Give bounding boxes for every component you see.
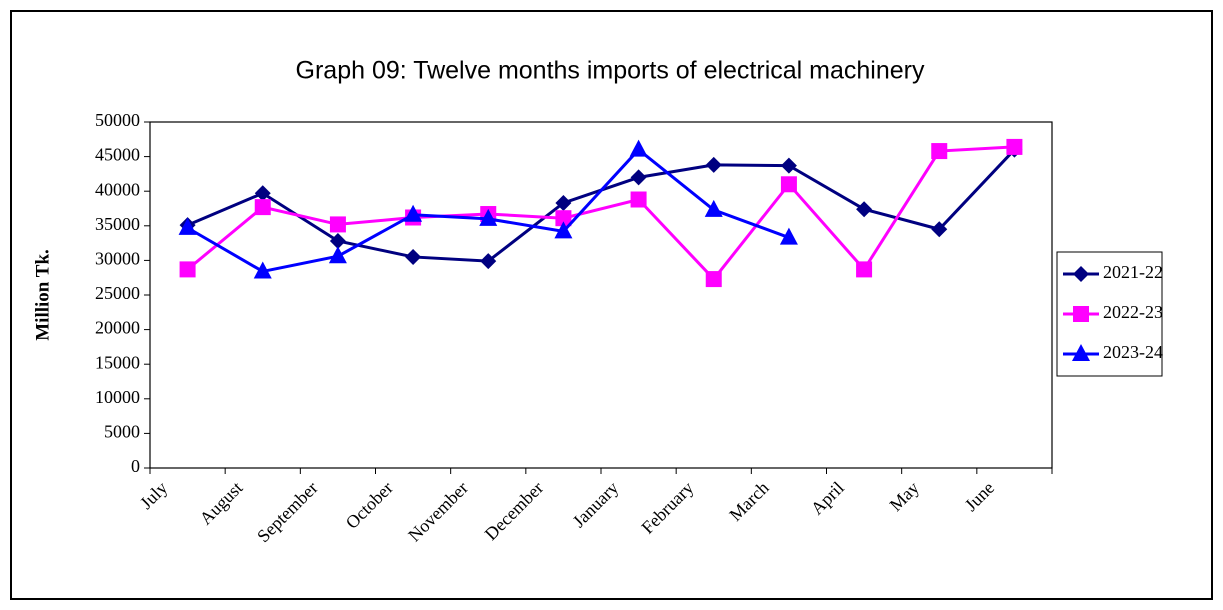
data-point bbox=[856, 201, 873, 218]
data-point bbox=[328, 246, 347, 264]
data-point bbox=[779, 227, 798, 245]
data-point bbox=[780, 157, 797, 174]
data-point bbox=[179, 261, 196, 278]
legend-marker bbox=[1073, 266, 1089, 282]
data-point bbox=[253, 261, 272, 279]
y-tick-label: 5000 bbox=[104, 422, 140, 442]
y-axis-label: Million Tk. bbox=[32, 249, 53, 341]
y-tick-label: 35000 bbox=[95, 214, 140, 234]
data-point bbox=[404, 204, 423, 222]
legend-marker bbox=[1073, 306, 1089, 322]
data-point bbox=[931, 143, 948, 160]
data-point bbox=[480, 253, 497, 270]
data-point bbox=[630, 169, 647, 186]
series-line bbox=[186, 145, 1015, 282]
data-point bbox=[629, 139, 648, 157]
data-point bbox=[1006, 138, 1023, 155]
y-tick-label: 15000 bbox=[95, 352, 140, 372]
chart-title: Graph 09: Twelve months imports of elect… bbox=[296, 57, 925, 85]
data-point bbox=[705, 156, 722, 173]
data-point bbox=[705, 271, 722, 288]
y-tick-label: 10000 bbox=[95, 387, 140, 407]
data-point bbox=[329, 216, 346, 233]
data-point bbox=[479, 208, 498, 226]
legend-label: 2022-23 bbox=[1103, 302, 1163, 322]
y-tick-label: 0 bbox=[131, 456, 140, 476]
data-point bbox=[554, 221, 573, 239]
legend-marker bbox=[1072, 344, 1090, 361]
y-tick-label: 20000 bbox=[95, 318, 140, 338]
legend-label: 2023-24 bbox=[1103, 342, 1163, 362]
data-point bbox=[178, 217, 197, 235]
data-point bbox=[780, 176, 797, 193]
data-point bbox=[405, 248, 422, 265]
y-tick-label: 30000 bbox=[95, 249, 140, 269]
data-point bbox=[704, 199, 723, 217]
data-point bbox=[254, 185, 271, 202]
y-tick-label: 40000 bbox=[95, 179, 140, 199]
data-point bbox=[329, 233, 346, 250]
data-point bbox=[254, 199, 271, 216]
data-point bbox=[856, 261, 873, 278]
legend-label: 2021-22 bbox=[1103, 262, 1163, 282]
data-point bbox=[931, 221, 948, 238]
y-tick-label: 45000 bbox=[95, 145, 140, 165]
chart-border bbox=[10, 10, 1213, 600]
y-tick-label: 50000 bbox=[95, 110, 140, 130]
data-point bbox=[630, 191, 647, 208]
data-point bbox=[555, 194, 572, 211]
y-tick-label: 25000 bbox=[95, 283, 140, 303]
data-point bbox=[555, 210, 572, 227]
